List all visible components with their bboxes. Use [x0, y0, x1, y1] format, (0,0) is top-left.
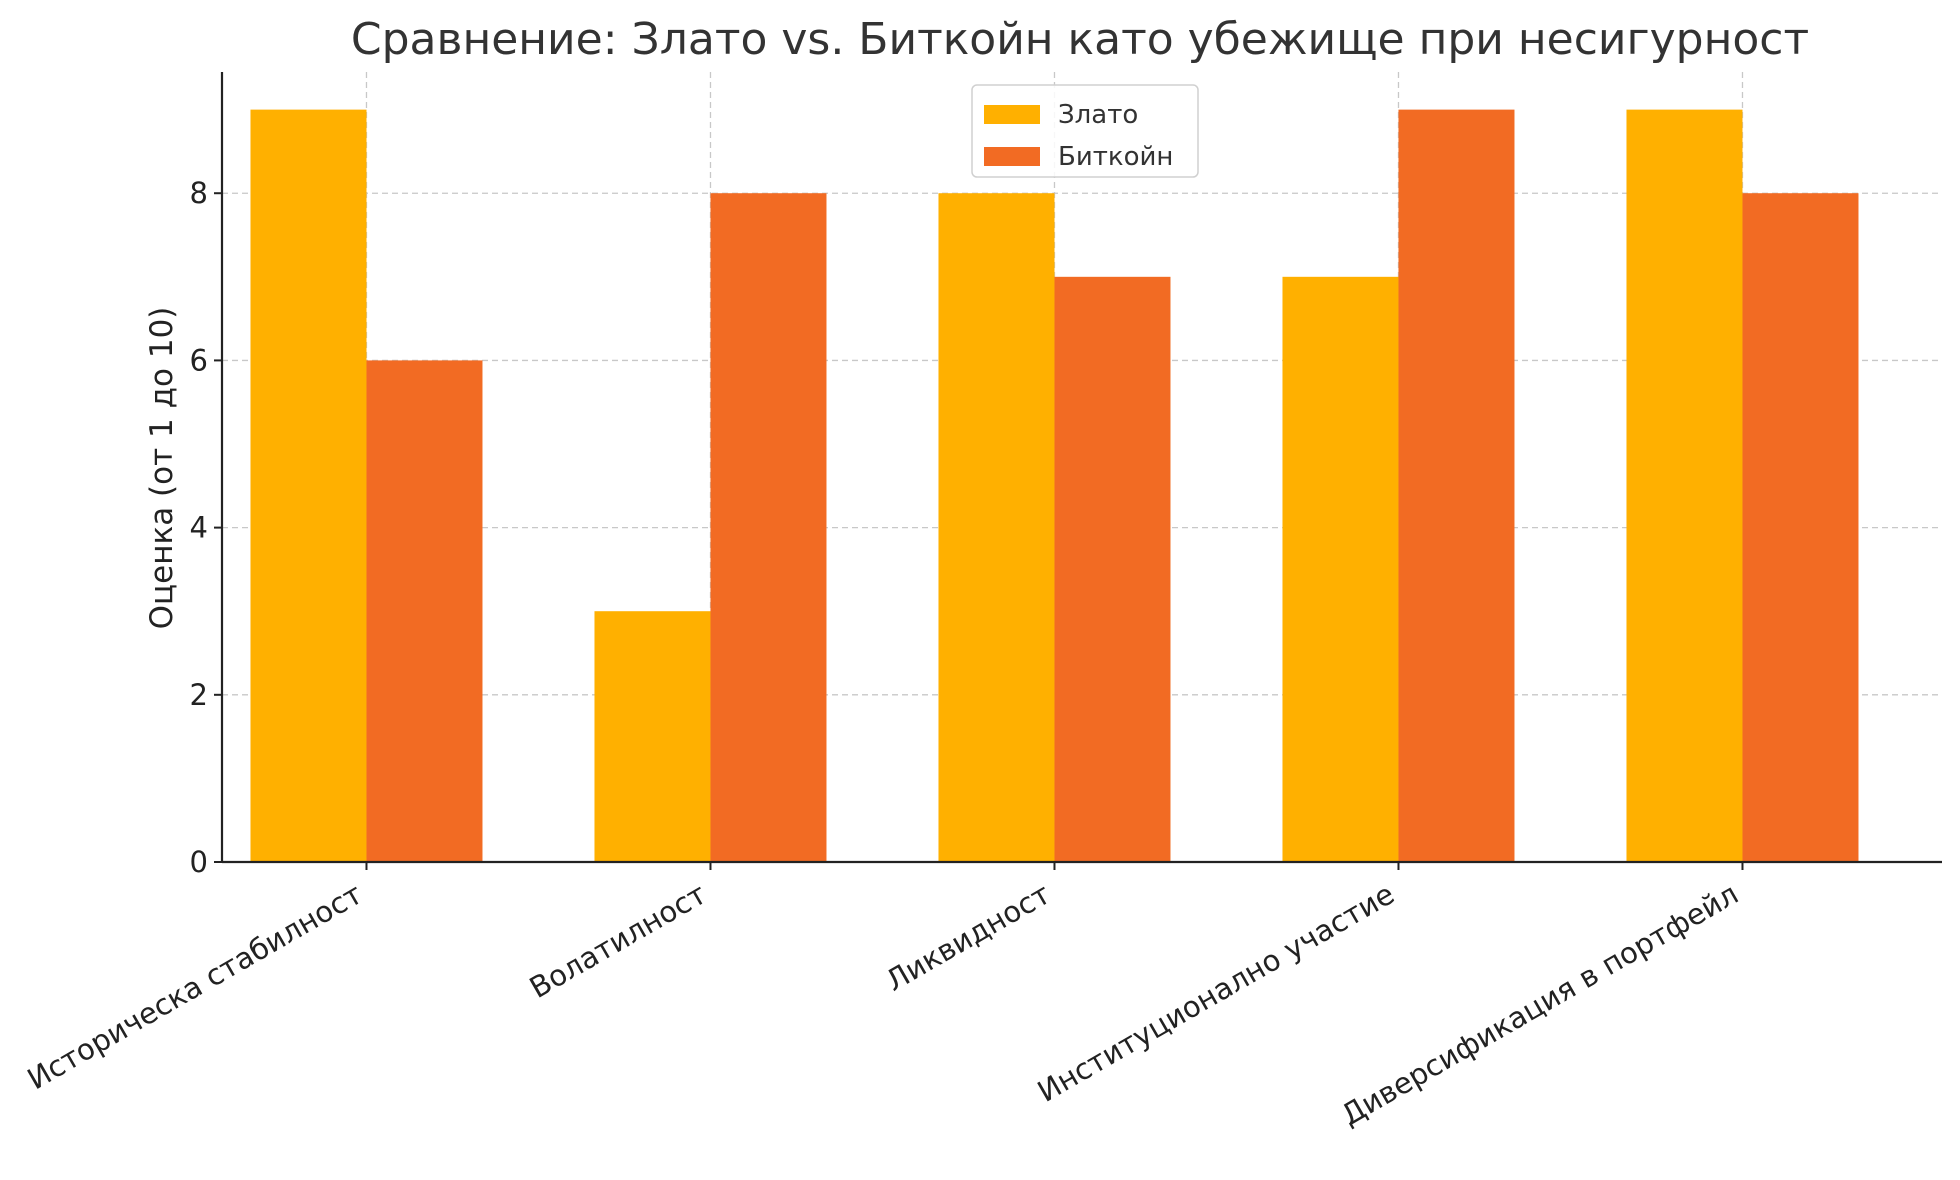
y-axis-label: Оценка (от 1 до 10): [144, 307, 180, 630]
legend: Злато Биткойн: [971, 84, 1199, 178]
axes: [220, 72, 1942, 864]
x-tick-label: Ликвидност: [880, 877, 1056, 998]
bar-Злато-1: [250, 109, 367, 863]
x-tick-label: Институционално участие: [1032, 877, 1400, 1109]
bars: [250, 109, 1859, 863]
y-tick-label: 0: [190, 845, 208, 879]
y-ticks: 0 2 4 6 8: [190, 176, 222, 879]
bar-Биткойн-5: [1742, 193, 1859, 863]
chart-title: Сравнение: Злато vs. Биткойн като убежищ…: [351, 14, 1809, 65]
x-ticks: Историческа стабилност Волатилност Ликвидн…: [22, 862, 1744, 1132]
y-tick-label: 2: [190, 678, 208, 712]
legend-label: Злато: [1058, 100, 1138, 130]
bar-Злато-3: [938, 193, 1055, 863]
x-tick-label: Диверсификация в портфейл: [1335, 877, 1744, 1133]
y-tick-label: 8: [190, 176, 208, 210]
bar-Злато-5: [1626, 109, 1743, 863]
legend-swatch: [984, 105, 1040, 124]
bar-Биткойн-2: [710, 193, 827, 863]
legend-label: Биткойн: [1058, 142, 1173, 172]
bar-Биткойн-3: [1054, 276, 1171, 862]
y-tick-label: 4: [190, 511, 208, 545]
bar-Злато-4: [1282, 276, 1399, 862]
legend-swatch: [984, 147, 1040, 166]
x-tick-label: Волатилност: [524, 877, 712, 1005]
bar-Биткойн-1: [366, 360, 483, 862]
bar-Биткойн-4: [1398, 109, 1515, 863]
y-tick-label: 6: [190, 343, 208, 377]
x-tick-label: Историческа стабилност: [22, 877, 369, 1097]
bar-Злато-2: [594, 611, 711, 862]
